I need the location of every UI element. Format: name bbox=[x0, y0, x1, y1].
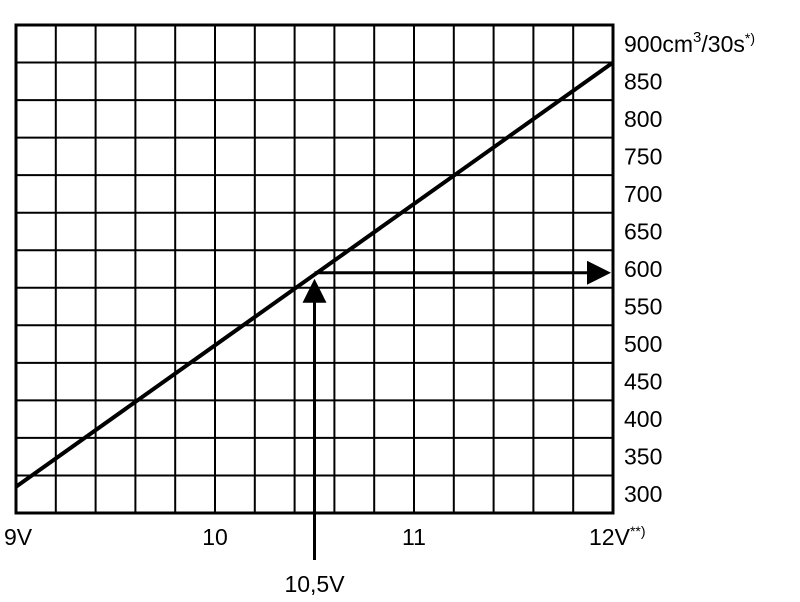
y-tick-label: 900cm3/30s*) bbox=[624, 29, 755, 57]
footnote-marker: *) bbox=[745, 30, 755, 46]
y-tick-label: 800 bbox=[624, 106, 662, 132]
y-tick-label: 350 bbox=[624, 444, 662, 470]
y-tick-label: 850 bbox=[624, 68, 662, 94]
y-tick-label: 600 bbox=[624, 256, 662, 282]
y-tick-label: 400 bbox=[624, 406, 662, 432]
annotation-label: 10,5V bbox=[284, 571, 345, 597]
series-line bbox=[14, 60, 615, 489]
y-tick-label: 550 bbox=[624, 294, 662, 320]
y-tick-label: 650 bbox=[624, 218, 662, 244]
series-lines bbox=[14, 60, 615, 489]
y-tick-label: 450 bbox=[624, 369, 662, 395]
unit-rest: /30s bbox=[701, 31, 744, 57]
x-tick-label: 10 bbox=[202, 524, 228, 550]
y-tick-label: 300 bbox=[624, 481, 662, 507]
x-tick-labels: 9V 10 11 12V**) bbox=[4, 523, 646, 550]
y-tick-label: 750 bbox=[624, 143, 662, 169]
unit-superscript: 3 bbox=[693, 29, 701, 46]
y-tick-labels: 900cm3/30s*) 850 800 750 700 650 600 550 500 450 4… bbox=[624, 29, 755, 507]
footnote-marker: **) bbox=[630, 523, 646, 539]
x-tick-label: 9V bbox=[4, 524, 33, 550]
x-tick-label: 12V**) bbox=[589, 523, 646, 550]
y-tick-label: 500 bbox=[624, 331, 662, 357]
x-tick-label: 11 bbox=[402, 524, 426, 550]
y-tick-label: 700 bbox=[624, 181, 662, 207]
annotation-arrows: 10,5V bbox=[284, 260, 611, 597]
